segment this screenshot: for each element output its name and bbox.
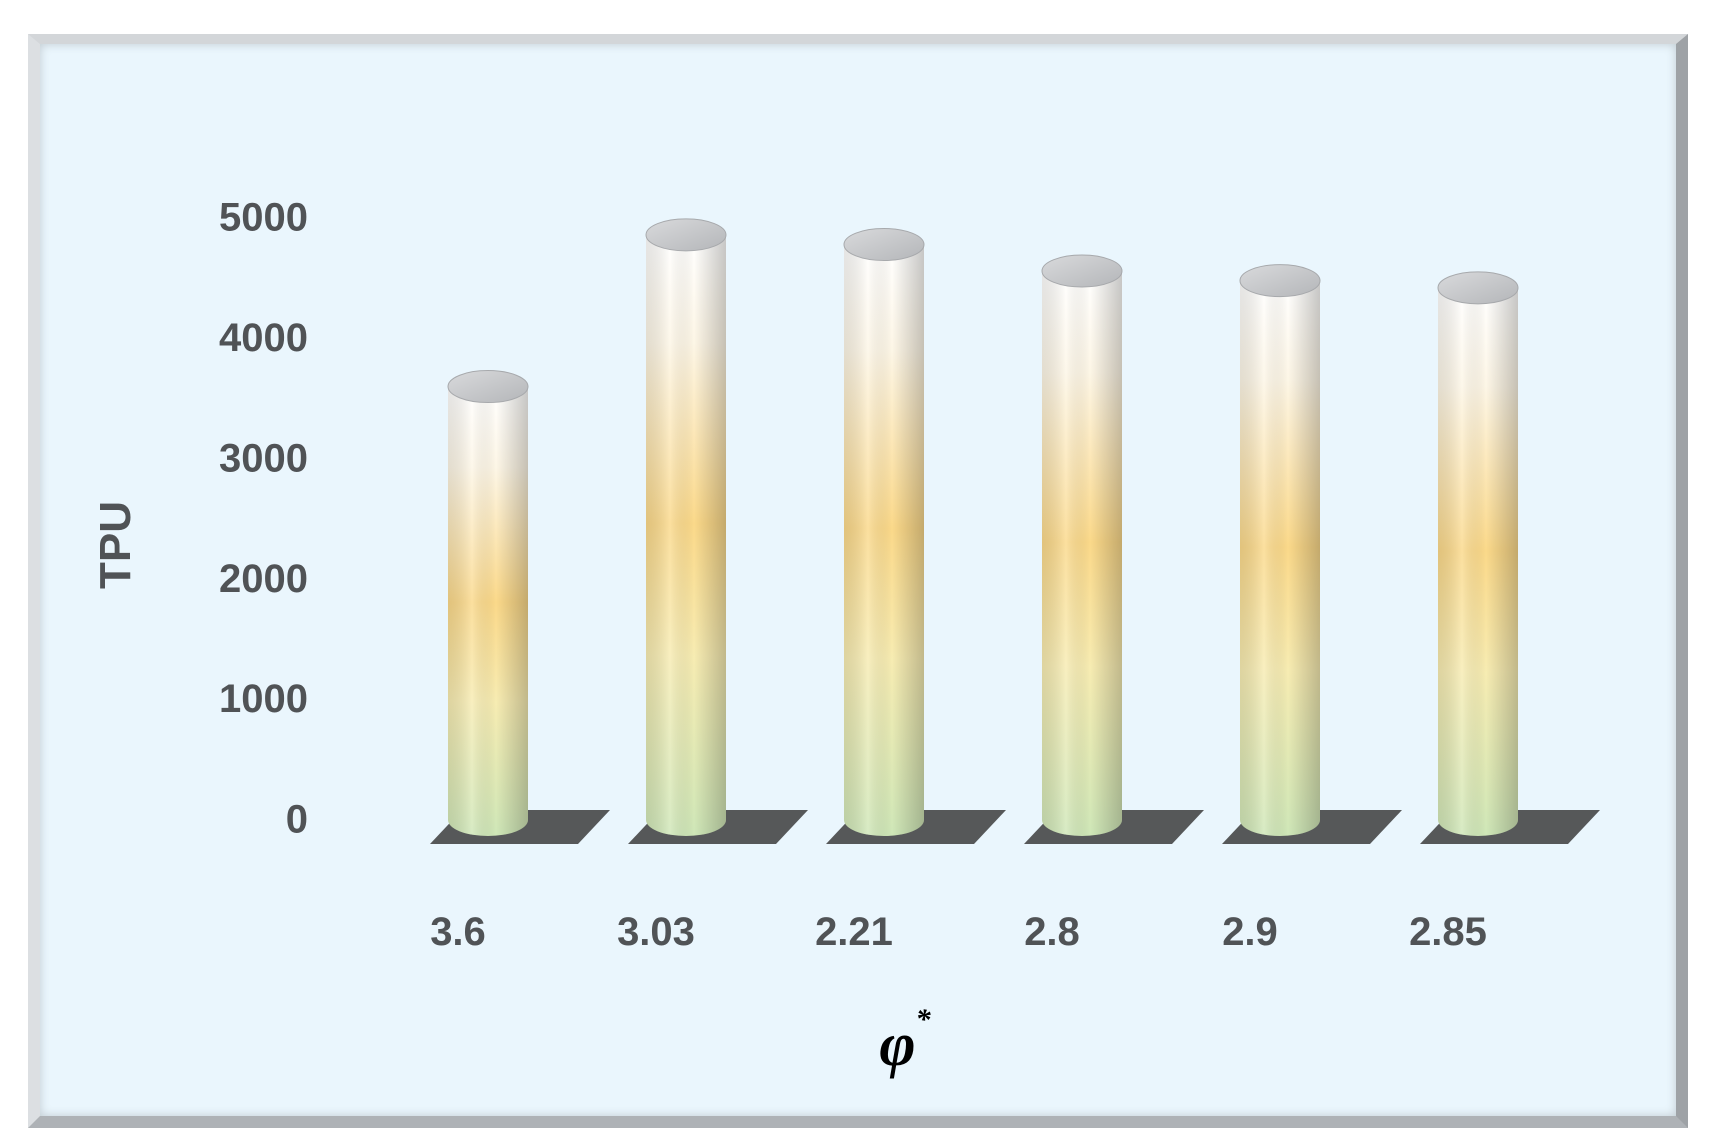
bar-shading (844, 244, 924, 836)
bar-shading (1438, 287, 1518, 836)
y-tick-label: 2000 (219, 557, 308, 601)
bar-shading (1240, 280, 1320, 836)
x-axis-title-superscript: * (916, 1003, 932, 1036)
x-tick-label: 3.03 (617, 910, 695, 954)
x-tick-label: 2.85 (1409, 910, 1487, 954)
x-tick-label: 2.9 (1222, 910, 1278, 954)
bar-shading (646, 234, 726, 836)
bar-cap (1239, 264, 1321, 298)
bar-cap (447, 370, 529, 404)
x-axis-ticks: 3.6 3.03 2.21 2.8 2.9 2.85 (430, 910, 1487, 954)
y-tick-label: 1000 (219, 677, 308, 721)
bar-cap (645, 218, 727, 252)
x-axis-title: φ* (879, 1003, 931, 1079)
x-axis-title-symbol: φ (879, 1011, 915, 1079)
y-axis-title: TPU (91, 501, 140, 589)
y-tick-label: 0 (286, 798, 308, 842)
x-tick-label: 3.6 (430, 910, 486, 954)
x-tick-label: 2.21 (815, 910, 893, 954)
x-tick-label: 2.8 (1024, 910, 1080, 954)
y-axis-ticks: 0 1000 2000 3000 4000 5000 (219, 196, 308, 842)
y-tick-label: 3000 (219, 436, 308, 480)
bars (430, 218, 1600, 844)
bar-cap (1437, 271, 1519, 305)
y-tick-label: 4000 (219, 316, 308, 360)
bar-shading (448, 386, 528, 836)
bar-shading (1042, 270, 1122, 836)
bar-cap (1041, 254, 1123, 288)
bar-cap (843, 227, 925, 261)
y-tick-label: 5000 (219, 196, 308, 240)
